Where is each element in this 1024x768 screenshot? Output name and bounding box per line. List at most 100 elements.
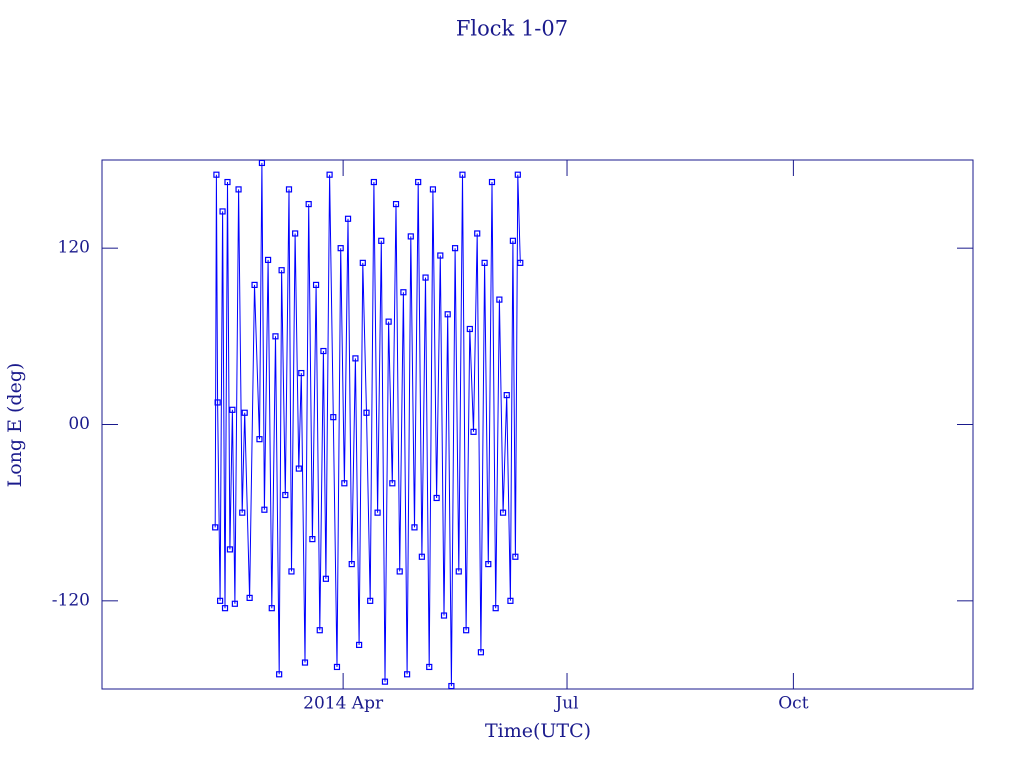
data-point (348, 560, 355, 568)
data-point (389, 480, 396, 487)
data-point (295, 465, 302, 472)
data-point (217, 597, 224, 604)
data-point (312, 281, 320, 289)
data-point (378, 237, 385, 244)
data-point (517, 259, 524, 266)
data-point (381, 678, 389, 685)
y-axis-label: Long E (deg) (4, 363, 26, 488)
plot-frame (101, 159, 974, 690)
data-point (440, 612, 448, 619)
data-point (367, 597, 374, 604)
data-point (509, 237, 516, 244)
data-point (276, 671, 283, 678)
y-tick-label: 120 (58, 238, 90, 258)
data-point (507, 597, 514, 604)
data-point (370, 178, 377, 186)
data-point (451, 245, 459, 252)
data-point (477, 649, 485, 656)
data-point (455, 568, 462, 575)
data-point (344, 215, 352, 222)
data-point (415, 178, 422, 186)
x-axis-label: Time(UTC) (485, 720, 591, 742)
data-point (429, 186, 437, 193)
data-point (396, 568, 403, 575)
chart-title: Flock 1-07 (456, 17, 568, 41)
data-point (224, 178, 231, 186)
data-point (264, 256, 272, 264)
data-point (392, 200, 400, 208)
data-point (326, 171, 333, 178)
x-tick-label: 2014 Apr (303, 694, 384, 714)
data-point (470, 428, 477, 435)
data-point (305, 200, 312, 208)
data-line (214, 162, 521, 687)
data-point (499, 509, 507, 516)
data-point (426, 663, 433, 671)
data-point (341, 480, 348, 487)
data-point (512, 553, 519, 560)
data-point (298, 369, 305, 377)
data-point (422, 274, 429, 281)
data-point (385, 318, 392, 325)
data-point (403, 671, 411, 678)
data-point (239, 509, 246, 516)
y-tick-label: 00 (68, 414, 90, 434)
data-point (333, 663, 341, 671)
data-point (437, 252, 444, 259)
data-point (407, 233, 414, 240)
data-point (212, 524, 219, 531)
data-point (463, 627, 470, 634)
data-point (229, 406, 236, 413)
y-tick-label: -120 (52, 590, 90, 610)
data-point (226, 546, 234, 553)
data-point (466, 325, 473, 333)
data-point (363, 409, 370, 416)
data-point (352, 355, 359, 362)
data-point (448, 682, 455, 689)
data-point (496, 296, 503, 303)
data-point (320, 347, 327, 355)
data-point (474, 230, 481, 237)
data-point (261, 506, 268, 513)
data-point (330, 414, 337, 421)
data-point (231, 600, 238, 607)
data-point (459, 171, 466, 178)
data-point (282, 491, 289, 499)
data-point (256, 436, 263, 443)
data-point (356, 641, 363, 649)
data-point (219, 208, 226, 215)
data-point (221, 605, 229, 612)
data-point (301, 659, 309, 666)
data-point (503, 392, 510, 399)
data-point (322, 575, 330, 582)
data-point (374, 509, 381, 516)
data-point (288, 568, 295, 575)
data-point (418, 553, 425, 560)
data-point (246, 594, 253, 601)
data-point (488, 178, 496, 186)
data-point (481, 259, 488, 266)
plot-area (212, 160, 524, 689)
data-point (492, 605, 499, 612)
data-point (411, 524, 418, 531)
data-point (444, 311, 451, 318)
data-point (251, 281, 258, 289)
data-point (235, 186, 242, 193)
data-point (309, 536, 316, 543)
data-point (213, 171, 220, 178)
data-point (433, 494, 440, 502)
data-point (278, 267, 285, 274)
data-point (359, 259, 366, 266)
data-point (292, 230, 299, 237)
data-point (241, 409, 248, 416)
x-tick-label: Jul (553, 694, 578, 714)
data-point (258, 160, 266, 167)
data-point (485, 560, 492, 568)
data-point (268, 605, 275, 612)
data-point (272, 333, 279, 340)
data-point (337, 245, 344, 252)
data-point (214, 399, 221, 406)
data-point (316, 627, 323, 634)
data-point (285, 186, 293, 193)
